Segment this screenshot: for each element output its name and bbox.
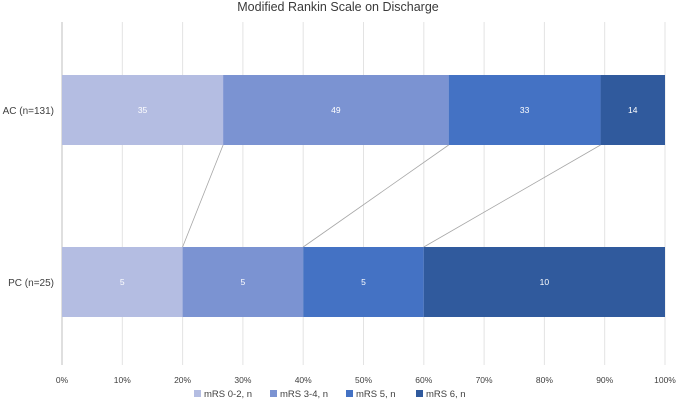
legend-swatch [346,390,353,397]
data-label: 5 [241,277,246,287]
bar-segment [448,75,601,145]
data-label: 5 [120,277,125,287]
x-tick-label: 0% [56,375,69,385]
legend-swatch [416,390,423,397]
x-tick-label: 90% [596,375,613,385]
data-labels: 35 49 33 14 5 5 5 10 [120,105,638,287]
bar-segment [62,247,183,317]
bar-segment [303,247,424,317]
category-axis: AC (n=131) PC (n=25) [3,106,54,289]
data-label: 49 [331,105,341,115]
legend: mRS 0-2, n mRS 3-4, n mRS 5, n mRS 6, n [194,389,466,400]
x-tick-label: 60% [415,375,432,385]
legend-swatch [194,390,201,397]
series-line [423,144,601,248]
legend-label: mRS 0-2, n [204,389,252,400]
bar-segment [182,247,304,317]
legend-label: mRS 5, n [356,389,396,400]
x-tick-label: 70% [476,375,493,385]
x-tick-label: 50% [355,375,372,385]
legend-label: mRS 6, n [426,389,466,400]
x-tick-label: 40% [295,375,312,385]
x-tick-label: 20% [174,375,191,385]
x-tick-label: 10% [114,375,131,385]
data-label: 14 [628,105,638,115]
bars [62,75,665,317]
bar-segment [62,75,224,145]
data-label: 33 [520,105,530,115]
data-label: 5 [361,277,366,287]
x-tick-label: 80% [536,375,553,385]
bar-segment [423,247,665,317]
series-line [302,144,449,248]
x-tick-label: 100% [654,375,676,385]
value-axis: 0% 10% 20% 30% 40% 50% 60% 70% 80% 90% 100% [56,375,676,385]
category-label: PC (n=25) [8,278,54,289]
bar-segment [600,75,665,145]
data-label: 35 [138,105,148,115]
bar-segment [223,75,449,145]
x-tick-label: 30% [234,375,251,385]
series-lines [182,144,601,248]
legend-label: mRS 3-4, n [280,389,328,400]
data-label: 10 [540,277,550,287]
category-label: AC (n=131) [3,106,54,117]
chart-title: Modified Rankin Scale on Discharge [237,0,439,14]
series-line [182,144,224,248]
legend-swatch [270,390,277,397]
